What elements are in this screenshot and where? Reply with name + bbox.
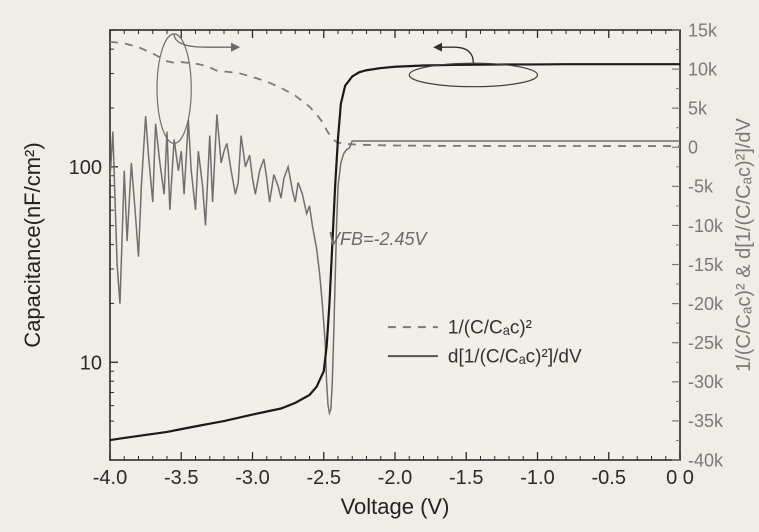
yright-tick-label: 0 [688,138,698,158]
cv-chart: -4.0-3.5-3.0-2.5-2.0-1.5-1.0-0.50 0Volta… [0,0,759,532]
x-tick-label: -4.0 [93,467,127,489]
yleft-tick-label: 100 [69,157,102,179]
x-tick-label: -0.5 [592,467,626,489]
yright-tick-label: -15k [688,255,724,275]
yleft-axis-label: Capacitance(nF/cm²) [20,142,45,347]
yleft-tick-label: 10 [80,352,102,374]
vfb-annotation: VFB=-2.45V [328,229,429,249]
yright-tick-label: -25k [688,333,724,353]
x-tick-label: -2.5 [307,467,341,489]
x-axis-label: Voltage (V) [341,494,450,519]
x-tick-label: -2.0 [378,467,412,489]
yright-tick-label: -20k [688,294,724,314]
yright-tick-label: -30k [688,372,724,392]
yright-tick-label: -5k [688,177,714,197]
yright-tick-label: -40k [688,450,724,470]
x-tick-label: -3.5 [164,467,198,489]
legend-label: d[1/(C/Cₐc)²]/dV [448,347,582,368]
x-tick-label: -1.5 [449,467,483,489]
yright-tick-label: -35k [688,411,724,431]
x-tick-label: -3.0 [235,467,269,489]
yright-axis-label: 1/(C/Cₐc)² & d[1/(C/Cₐc)²]/dV [733,117,755,371]
x-tick-label: -1.0 [520,467,554,489]
yright-tick-label: -10k [688,216,724,236]
yright-tick-label: 10k [688,59,718,79]
yright-tick-label: 5k [688,98,708,118]
legend-label: 1/(C/Cₐc)² [448,318,532,339]
yright-tick-label: 15k [688,20,718,40]
